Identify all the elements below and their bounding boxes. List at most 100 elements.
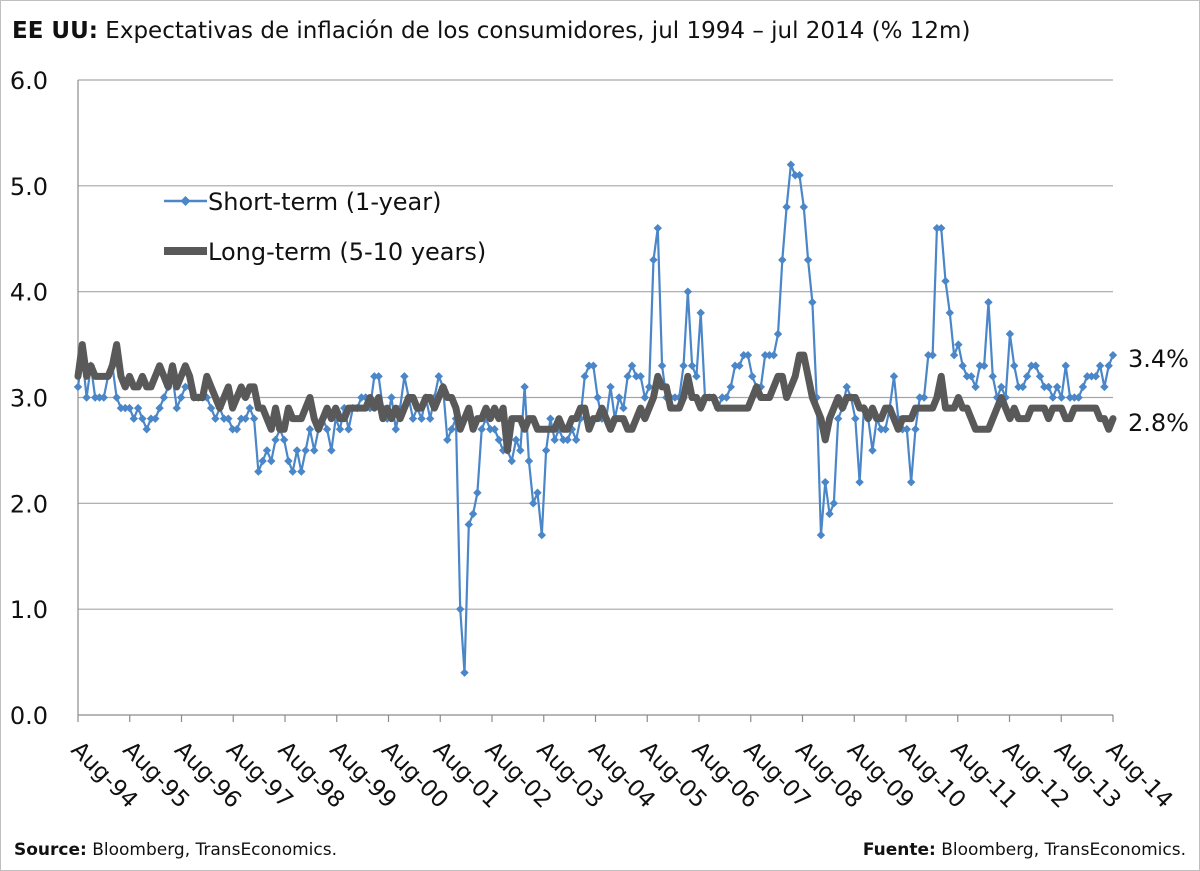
short-term-point <box>937 223 946 233</box>
short-term-point <box>541 446 551 455</box>
short-term-point <box>975 361 985 370</box>
x-tick-labels: Aug-94Aug-95Aug-96Aug-97Aug-98Aug-99Aug-… <box>66 737 1178 814</box>
short-term-point <box>1048 393 1058 402</box>
short-term-point <box>142 425 151 434</box>
short-term-point <box>1070 393 1079 402</box>
short-term-point <box>795 171 804 180</box>
short-term-point <box>1052 382 1062 392</box>
short-term-point <box>370 372 379 381</box>
short-term-point <box>816 530 826 540</box>
short-term-point <box>868 446 877 455</box>
short-term-point <box>228 425 237 434</box>
y-tick-label: 6.0 <box>10 67 48 95</box>
short-term-point <box>357 393 366 402</box>
source-text: Bloomberg, TransEconomics. <box>86 840 337 860</box>
short-term-point <box>765 350 774 360</box>
short-term-point <box>99 393 108 402</box>
short-term-point <box>876 425 886 434</box>
short-term-point <box>1031 361 1040 370</box>
short-term-point <box>335 425 345 434</box>
short-term-point <box>636 372 645 381</box>
short-term-point <box>550 435 559 445</box>
short-term-point <box>919 393 929 402</box>
short-term-point <box>133 403 143 413</box>
short-term-point <box>580 372 589 381</box>
short-term-point <box>1065 393 1075 402</box>
short-term-point <box>1022 372 1032 381</box>
short-term-point <box>73 382 83 392</box>
y-tick-label: 0.0 <box>10 702 48 730</box>
short-term-point <box>571 435 581 445</box>
short-term-point <box>915 393 924 402</box>
end-label-long-term: 2.8% <box>1128 409 1189 437</box>
short-term-point <box>894 414 903 423</box>
short-term-point <box>730 361 740 370</box>
short-term-point <box>722 393 731 402</box>
series-line-long-term <box>74 341 1117 454</box>
short-term-point <box>644 382 654 392</box>
short-term-point <box>129 414 139 423</box>
short-term-point <box>1091 372 1101 381</box>
short-term-point <box>911 425 920 434</box>
short-term-point <box>954 340 963 349</box>
short-term-point <box>90 393 100 402</box>
short-term-point <box>327 446 336 455</box>
short-term-point <box>1108 350 1118 360</box>
series-layer <box>73 160 1118 677</box>
short-term-point <box>606 382 615 392</box>
short-term-point <box>391 425 401 434</box>
short-term-point <box>236 414 246 423</box>
short-term-point <box>949 350 959 360</box>
short-term-point <box>271 435 280 445</box>
short-term-point <box>387 393 396 402</box>
short-term-point <box>1005 329 1015 339</box>
short-term-point <box>477 425 486 434</box>
short-term-point <box>181 382 190 392</box>
short-term-point <box>434 372 443 381</box>
short-term-point <box>679 361 688 370</box>
short-term-point <box>155 403 164 413</box>
y-tick-label: 4.0 <box>10 279 48 307</box>
short-term-point <box>559 435 568 445</box>
short-term-point <box>743 350 753 360</box>
short-term-point <box>589 361 598 370</box>
chart-title: EE UU: Expectativas de inflación de los … <box>12 18 970 44</box>
short-term-point <box>305 425 315 434</box>
short-term-point <box>769 350 778 360</box>
legend-label-short-term: Short-term (1-year) <box>208 188 441 216</box>
short-term-point <box>563 435 572 445</box>
short-term-point <box>288 467 297 476</box>
short-term-point <box>683 287 693 296</box>
short-term-point <box>786 160 796 169</box>
short-term-point <box>537 530 547 540</box>
short-term-point <box>344 425 353 434</box>
short-term-point <box>520 382 529 392</box>
short-term-point <box>1035 372 1045 381</box>
short-term-point <box>447 425 456 434</box>
short-term-point <box>593 393 602 402</box>
short-term-point <box>1087 372 1096 381</box>
short-term-point <box>803 255 813 265</box>
short-term-point <box>782 202 791 212</box>
short-term-point <box>808 298 817 307</box>
short-term-point <box>971 382 980 392</box>
short-term-point <box>584 361 594 370</box>
short-term-point <box>623 372 632 381</box>
short-term-point <box>748 372 757 381</box>
short-term-point <box>833 414 843 423</box>
short-term-point <box>172 403 181 413</box>
short-term-point <box>670 393 680 402</box>
short-term-point <box>675 393 684 402</box>
short-term-point <box>726 382 735 392</box>
short-term-point <box>125 403 134 413</box>
short-term-point <box>95 393 104 402</box>
short-term-point <box>735 361 744 370</box>
short-term-point <box>945 308 955 318</box>
short-term-point <box>241 414 250 423</box>
short-term-point <box>425 414 435 423</box>
source-note: Source: Bloomberg, TransEconomics. <box>14 840 337 860</box>
short-term-point <box>211 414 220 423</box>
short-term-point <box>1010 361 1019 370</box>
short-term-point <box>1074 393 1083 402</box>
end-label-short-term: 3.4% <box>1128 345 1189 373</box>
